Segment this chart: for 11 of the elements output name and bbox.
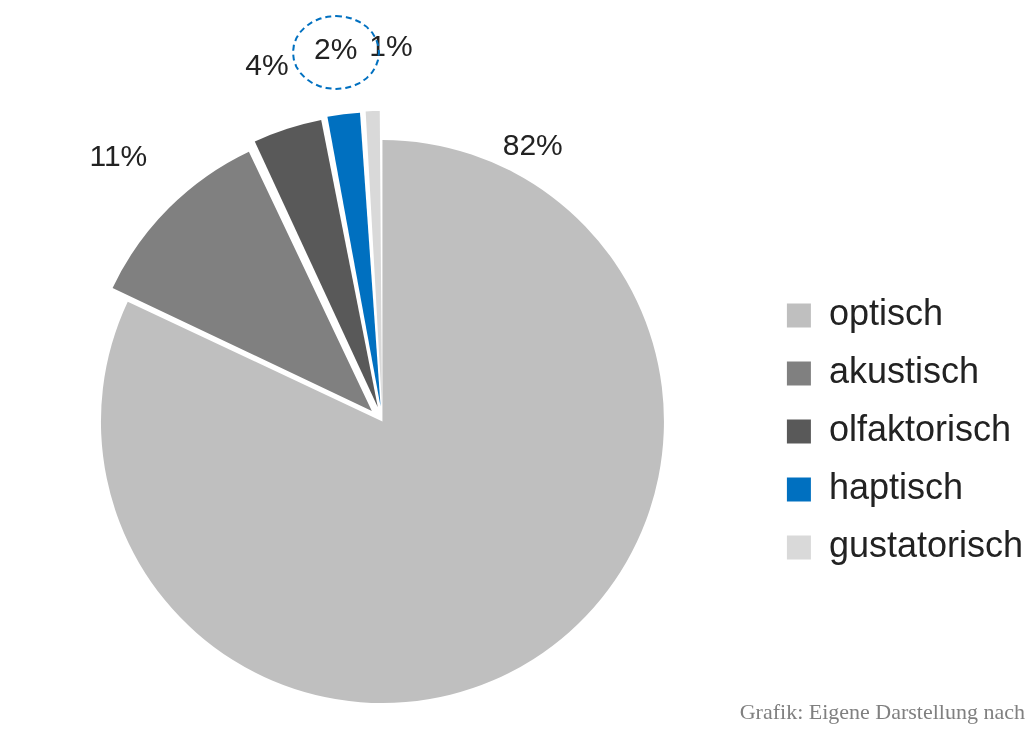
data-label: 4%	[245, 47, 289, 81]
data-label: 11%	[89, 138, 148, 172]
data-label: 82%	[502, 127, 563, 161]
legend-label: gustatorisch	[828, 524, 1024, 566]
legend-label: akustisch	[828, 350, 979, 392]
data-label: 1%	[369, 29, 413, 63]
legend-label: haptisch	[828, 466, 963, 508]
legend-label: olfaktorisch	[828, 408, 1011, 450]
data-label: 2%	[313, 32, 358, 66]
text: Grafik: Eigene Darstellung nach	[739, 699, 1025, 725]
legend-label: optisch	[828, 292, 943, 334]
